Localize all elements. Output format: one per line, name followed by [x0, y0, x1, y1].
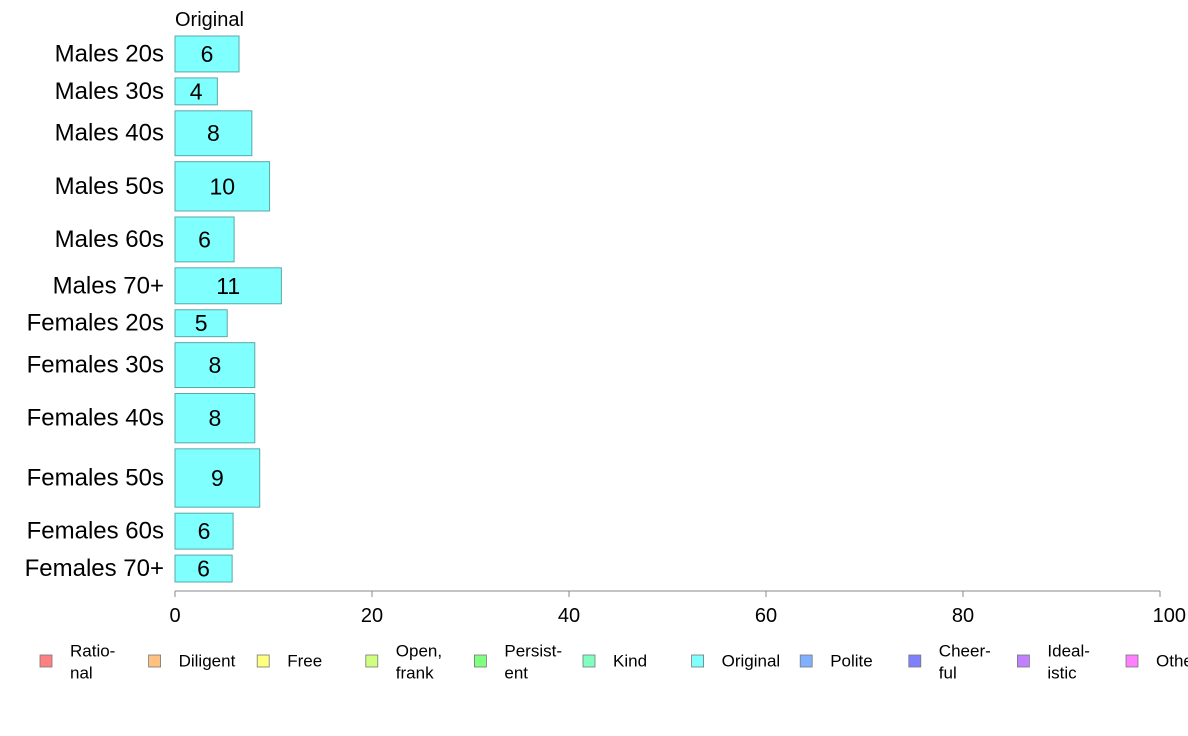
bars-group: 6 Males 20s 4 Males 30s 8 Males 40s 10 Males 50…	[25, 35, 282, 583]
bar-value-label: 9	[211, 465, 224, 491]
bar-value-label: 10	[209, 173, 235, 199]
category-label: Males 20s	[55, 40, 164, 67]
category-label: Females 30s	[27, 352, 164, 379]
legend-label: Free	[287, 652, 322, 671]
legend-label: nal	[70, 664, 93, 683]
legend-label: Ratio-	[70, 642, 115, 661]
bar	[174, 448, 261, 508]
bar	[174, 554, 233, 583]
legend-label: Original	[722, 652, 781, 671]
bar-value-label: 6	[197, 556, 210, 582]
legend-label: Other	[1156, 652, 1188, 671]
bar-value-label: 8	[208, 352, 221, 378]
legend-label: frank	[396, 664, 434, 683]
bar-value-label: 11	[216, 273, 240, 299]
category-label: Males 40s	[55, 120, 164, 147]
legend-swatch	[39, 654, 53, 668]
bar	[174, 216, 235, 263]
bar	[174, 77, 218, 106]
category-label: Females 40s	[27, 405, 164, 432]
legend-swatch	[799, 654, 813, 668]
bar	[174, 512, 234, 550]
bar-value-label: 5	[195, 310, 208, 336]
legend-swatch	[148, 654, 162, 668]
x-tick-label: 100	[1153, 605, 1186, 627]
bar	[174, 393, 256, 444]
legend-swatch	[256, 654, 270, 668]
legend-swatch	[908, 654, 922, 668]
category-label: Males 70+	[53, 272, 164, 299]
legend-label: Kind	[613, 652, 647, 671]
legend-swatch	[1017, 654, 1030, 668]
x-tick-label: 0	[169, 605, 180, 627]
x-tick-label: 80	[952, 605, 974, 627]
category-label: Females 60s	[27, 518, 164, 545]
legend-swatch	[365, 654, 379, 668]
x-tick-label: 40	[558, 605, 580, 627]
chart-title: Original	[175, 9, 244, 31]
legend-label: Polite	[830, 652, 873, 671]
category-label: Males 30s	[55, 78, 164, 105]
category-label: Females 20s	[27, 310, 164, 337]
legend: Ratio-nal Diligent Free Open, frank Persist-e…	[39, 642, 1188, 683]
x-axis: 0 20 40 60 80 100	[169, 590, 1186, 627]
legend-label: Open,	[396, 642, 442, 661]
bar-value-label: 6	[198, 226, 211, 252]
bar	[174, 110, 253, 157]
legend-swatch	[582, 654, 596, 668]
x-tick-label: 20	[361, 605, 383, 627]
category-label: Females 70+	[25, 555, 164, 582]
bar-value-label: 4	[190, 78, 203, 104]
legend-label: Cheer-	[939, 642, 991, 661]
legend-swatch	[691, 654, 704, 668]
bar-value-label: 8	[208, 405, 221, 431]
category-label: Females 50s	[27, 465, 164, 492]
bar	[174, 161, 271, 212]
legend-swatch	[1125, 654, 1139, 668]
legend-label: Diligent	[179, 652, 236, 671]
legend-label: Persist-	[504, 642, 562, 661]
legend-label: ful	[939, 664, 957, 683]
category-label: Males 60s	[55, 226, 164, 253]
legend-label: Ideal-	[1047, 642, 1090, 661]
bar	[174, 267, 282, 305]
bar-value-label: 6	[201, 41, 214, 67]
legend-label: ent	[504, 664, 528, 683]
bar	[174, 309, 228, 338]
bar-value-label: 6	[198, 518, 211, 544]
bar	[174, 342, 256, 389]
x-tick-label: 60	[755, 605, 777, 627]
legend-label: istic	[1047, 664, 1077, 683]
category-label: Males 50s	[55, 173, 164, 200]
legend-swatch	[473, 654, 487, 668]
bar	[174, 35, 240, 73]
bar-value-label: 8	[207, 120, 220, 146]
